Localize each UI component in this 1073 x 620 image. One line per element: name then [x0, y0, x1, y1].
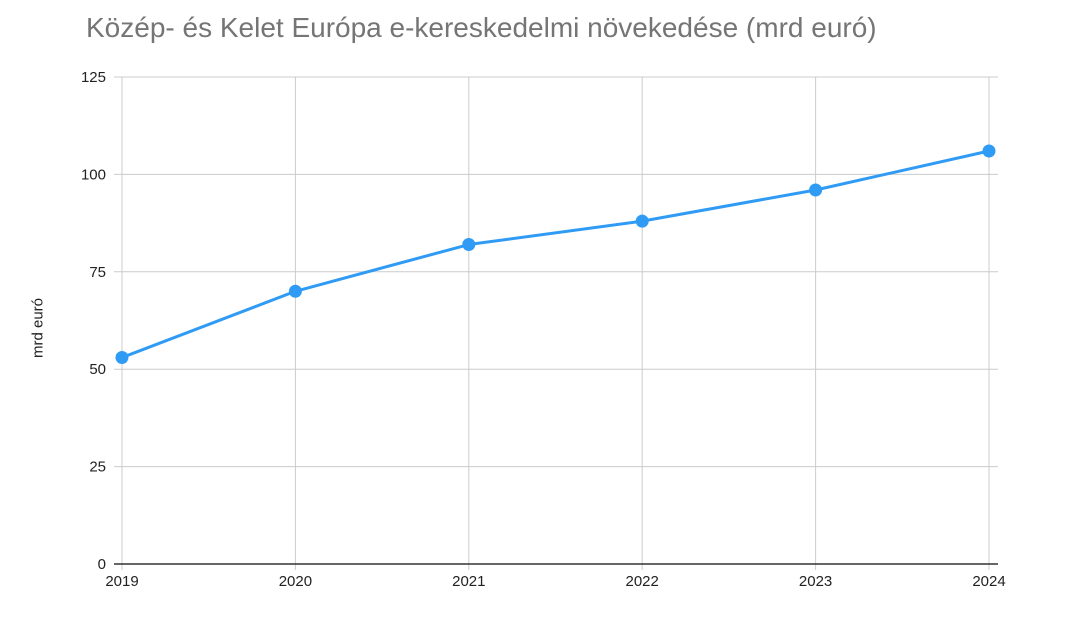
y-tick-label: 50: [89, 361, 106, 378]
chart-title: Közép- és Kelet Európa e-kereskedelmi nö…: [86, 12, 877, 43]
y-tick-label: 125: [81, 69, 106, 86]
data-point: [115, 351, 129, 365]
x-tick-label: 2022: [626, 573, 659, 590]
y-tick-label: 0: [98, 556, 106, 573]
data-point: [288, 284, 302, 298]
data-point: [982, 144, 996, 158]
x-tick-label: 2024: [972, 573, 1005, 590]
y-tick-label: 100: [81, 166, 106, 183]
x-tick-label: 2019: [105, 573, 138, 590]
x-tick-label: 2020: [279, 573, 312, 590]
data-point: [809, 183, 823, 197]
x-tick-label: 2023: [799, 573, 832, 590]
x-tick-label: 2021: [452, 573, 485, 590]
y-tick-label: 75: [89, 264, 106, 281]
data-point: [635, 214, 649, 228]
y-tick-label: 25: [89, 459, 106, 476]
data-point: [462, 238, 476, 252]
series-line: [120, 149, 991, 360]
